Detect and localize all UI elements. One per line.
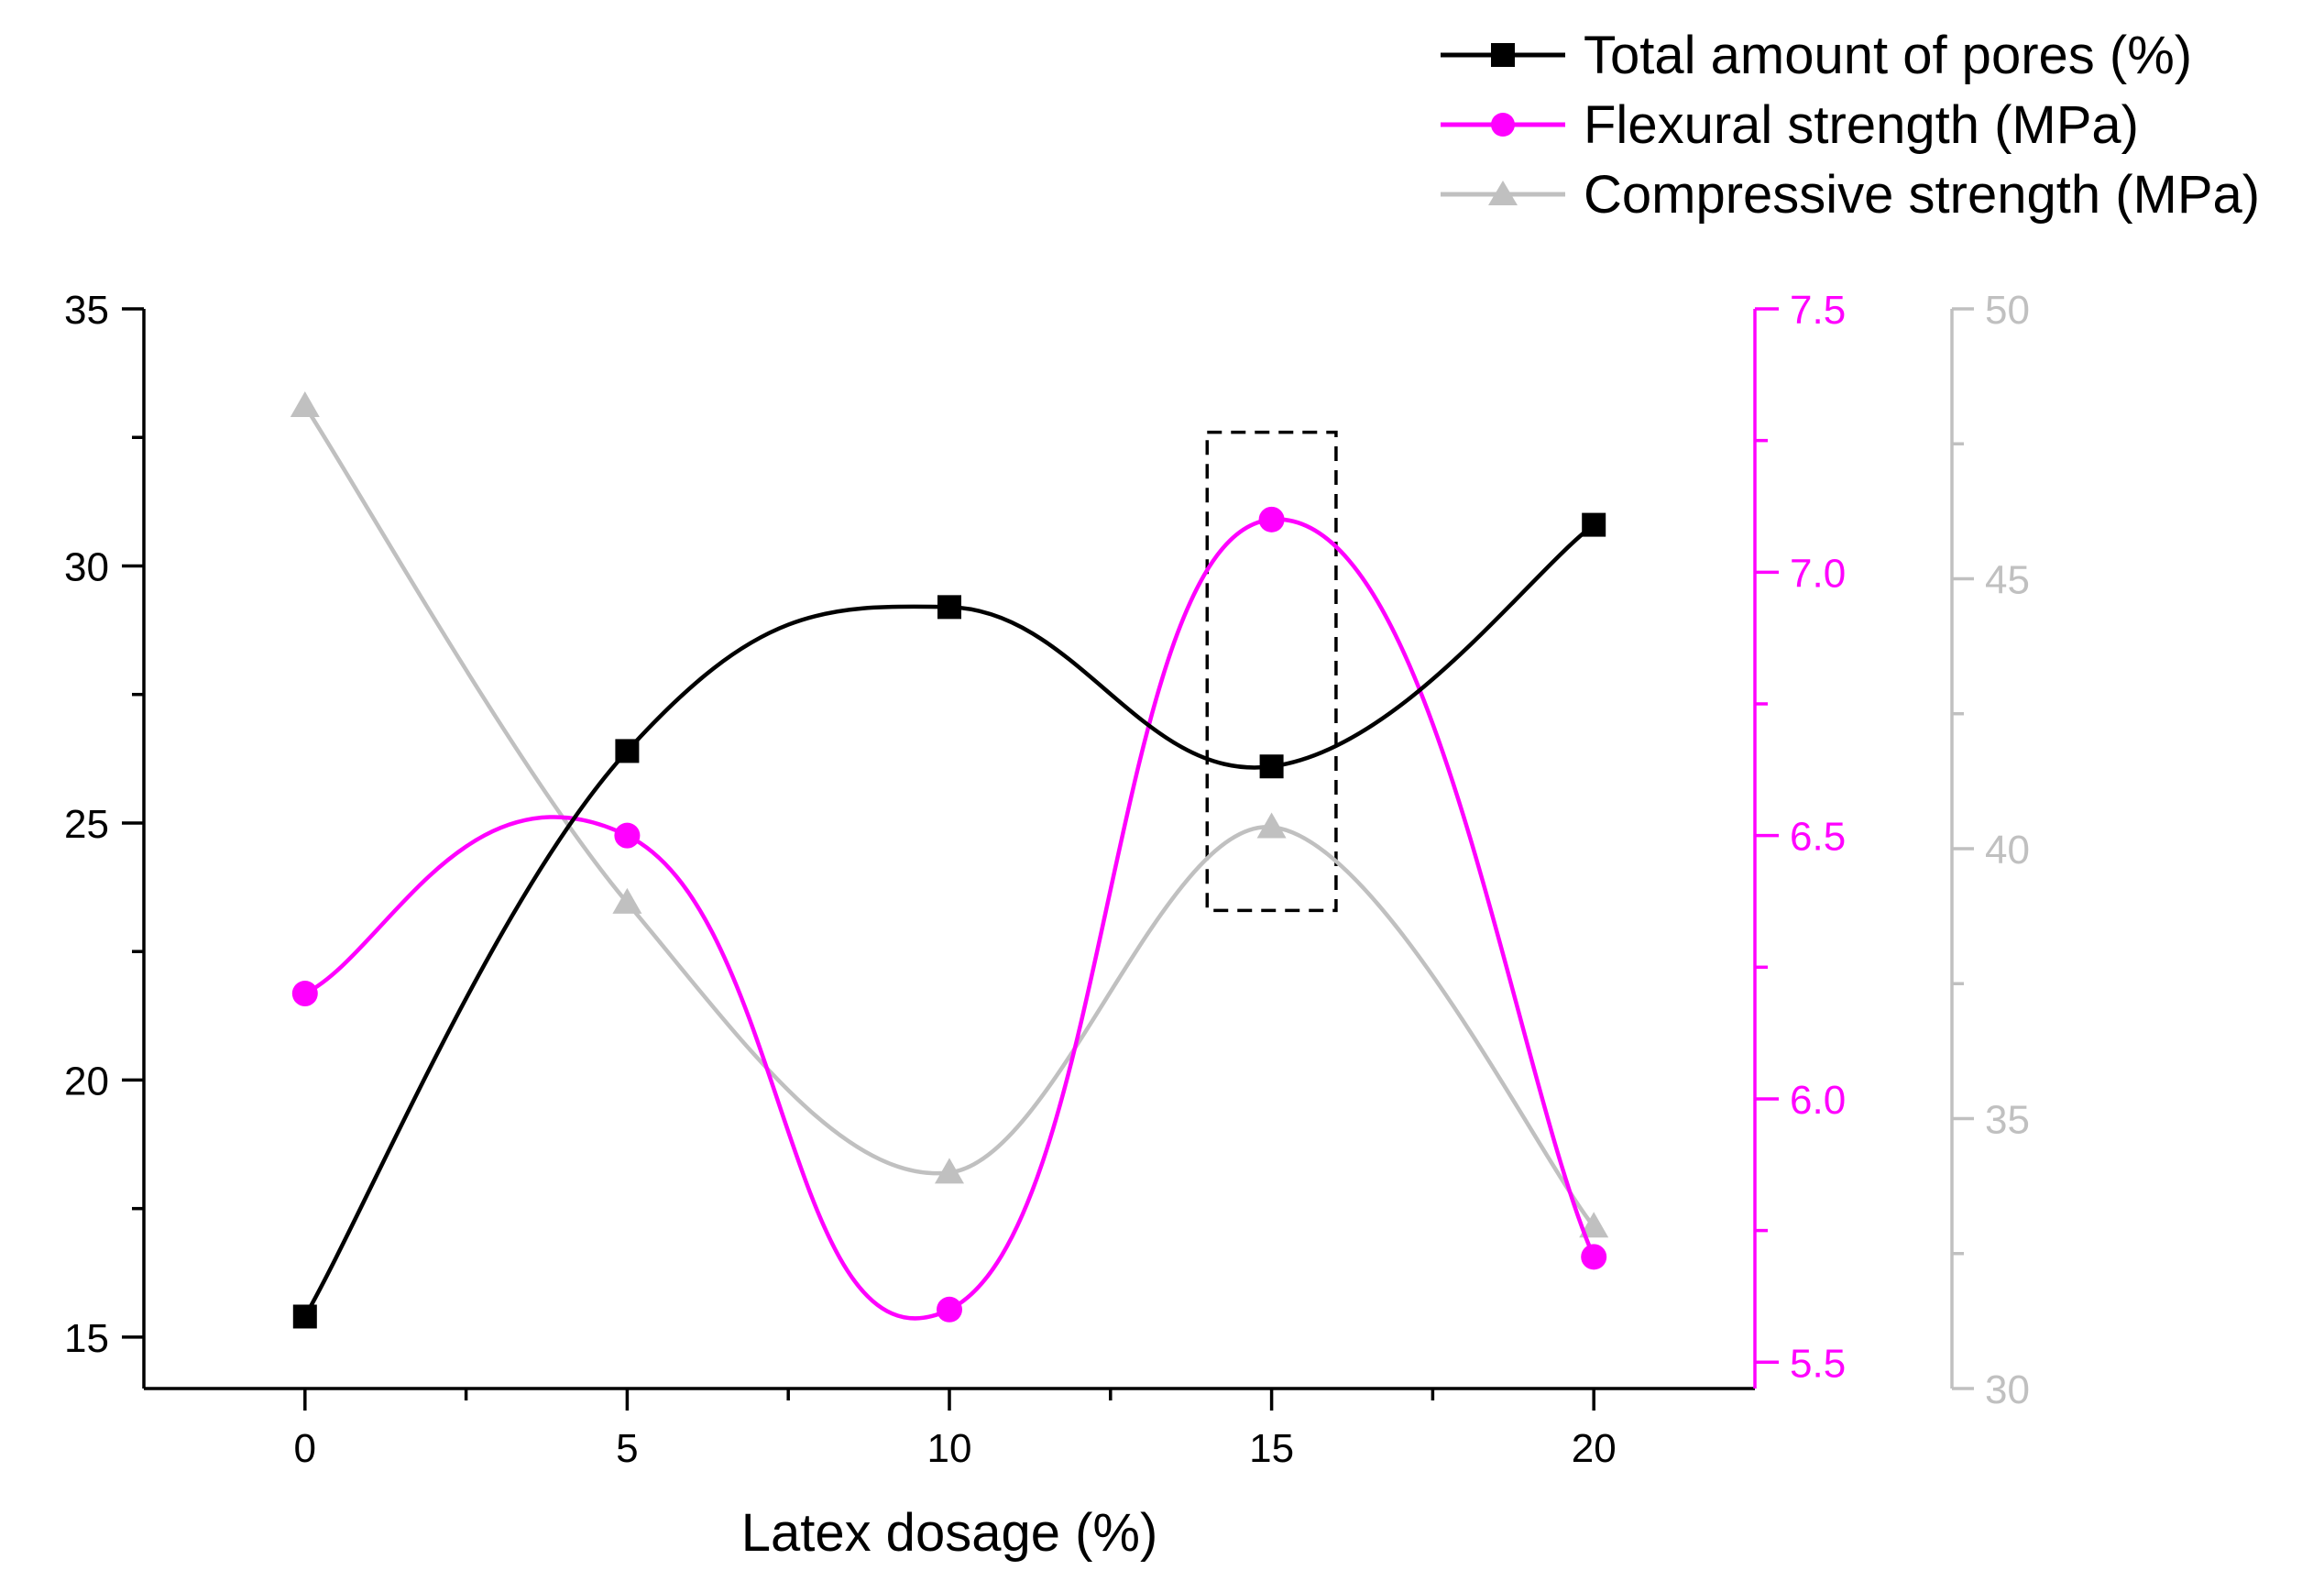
flexural-tick-label: 5.5 (1790, 1341, 1846, 1386)
legend-entry-pores: Total amount of pores (%) (1441, 26, 2192, 85)
legend-label-flexural: Flexural strength (MPa) (1584, 95, 2139, 155)
legend-marker-pores (1491, 43, 1515, 67)
flexural-point (291, 981, 318, 1007)
compressive-tick-label: 40 (1985, 828, 2030, 873)
left-tick-label: 30 (64, 544, 109, 589)
legend-marker-compressive (1488, 181, 1518, 205)
pores-point (1582, 512, 1606, 537)
compressive-point (935, 1158, 964, 1184)
x-tick-label: 0 (294, 1426, 316, 1471)
flexural-point (1581, 1244, 1607, 1270)
flexural-point (614, 822, 641, 849)
x-tick-label: 20 (1572, 1426, 1617, 1471)
compressive-point (612, 887, 642, 914)
legend-entry-flexural: Flexural strength (MPa) (1441, 95, 2139, 155)
highlight-box (1205, 430, 1338, 913)
compressive-line (302, 404, 1595, 1228)
x-axis: 0 5 10 15 20 (294, 1389, 1617, 1471)
left-tick-label: 25 (64, 802, 109, 847)
x-tick-label: 10 (927, 1426, 972, 1471)
axes-frame (142, 309, 1954, 1390)
legend-label-pores: Total amount of pores (%) (1584, 26, 2192, 85)
pores-point (1259, 754, 1284, 779)
compressive-y-axis: 30 35 40 45 50 (1952, 288, 2030, 1412)
flexural-point (937, 1296, 962, 1323)
flexural-tick-label: 6.0 (1790, 1078, 1846, 1123)
left-y-axis: 15 20 25 30 35 (64, 288, 144, 1361)
x-axis-label: Latex dosage (%) (741, 1503, 1158, 1563)
left-tick-label: 35 (64, 288, 109, 333)
compressive-tick-label: 35 (1985, 1098, 2030, 1143)
legend: Total amount of pores (%) Flexural stren… (1441, 26, 2260, 225)
series-flexural (291, 506, 1607, 1323)
x-tick-label: 5 (616, 1426, 638, 1471)
flexural-tick-label: 7.5 (1790, 288, 1846, 333)
x-tick-label: 15 (1249, 1426, 1294, 1471)
compressive-point (1579, 1212, 1609, 1238)
pores-point (292, 1304, 317, 1329)
series-compressive (290, 391, 1609, 1238)
left-tick-label: 20 (64, 1059, 109, 1103)
compressive-point (1256, 812, 1287, 839)
flexural-point (1258, 506, 1285, 532)
flexural-tick-label: 6.5 (1790, 815, 1846, 860)
legend-label-compressive: Compressive strength (MPa) (1584, 165, 2260, 225)
flexural-y-axis: 5.5 6.0 6.5 7.0 7.5 (1755, 288, 1846, 1386)
flexural-tick-label: 7.0 (1790, 551, 1846, 596)
legend-marker-flexural (1491, 113, 1515, 137)
series-pores (292, 512, 1606, 1329)
pores-point (937, 595, 961, 620)
pores-point (615, 739, 640, 763)
compressive-tick-label: 30 (1985, 1367, 2030, 1412)
compressive-tick-label: 50 (1985, 288, 2030, 333)
pores-line (302, 522, 1595, 1318)
compressive-point (290, 391, 320, 418)
flexural-line (303, 517, 1596, 1321)
compressive-tick-label: 45 (1985, 558, 2030, 603)
left-tick-label: 15 (64, 1316, 109, 1361)
legend-entry-compressive: Compressive strength (MPa) (1441, 165, 2260, 225)
